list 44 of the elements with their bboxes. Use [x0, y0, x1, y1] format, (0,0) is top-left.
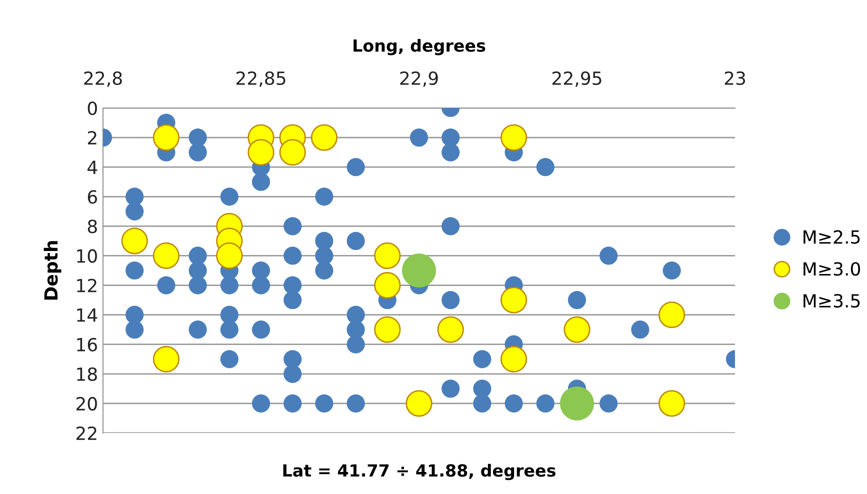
y-tick-label: 4 [88, 160, 98, 174]
point [500, 346, 528, 372]
y-tick-label: 2 [88, 131, 96, 144]
legend-label: M≥3.0 [804, 262, 860, 276]
y-tick-label: 22 [76, 426, 96, 440]
y-tick-label: 20 [76, 396, 97, 411]
point [658, 390, 686, 417]
point [152, 346, 180, 372]
x-tick-label: 22,8 [84, 71, 122, 87]
point [374, 316, 401, 343]
y-tick-label: 10 [77, 249, 97, 263]
legend-label: M≥3.5 [804, 294, 860, 308]
y-tick-label: 18 [77, 367, 97, 382]
x-tick-label: 23 [724, 71, 746, 86]
x-tick-label: 22,9 [400, 71, 438, 87]
point [310, 124, 338, 151]
point [437, 316, 464, 343]
point [564, 316, 590, 343]
y-tick-label: 6 [88, 190, 97, 204]
point [406, 390, 432, 417]
y-tick-label: 16 [77, 338, 97, 352]
text: Lat = 41.77 ÷ 41.88, degrees [283, 464, 556, 480]
point [658, 302, 686, 328]
y-tick-label: 8 [88, 220, 97, 234]
point [374, 272, 401, 299]
y-tick-label: 12 [77, 278, 96, 292]
point [216, 242, 243, 270]
point [500, 124, 528, 151]
point [560, 386, 594, 420]
point [152, 242, 180, 270]
point [152, 124, 180, 151]
point [402, 253, 436, 288]
point [279, 139, 306, 166]
y-tick-label: 0 [88, 101, 97, 116]
y-axis-title: Depth [44, 241, 62, 300]
x-tick-label: 22,85 [236, 71, 286, 87]
point [500, 286, 528, 314]
y-tick-label: 14 [77, 308, 98, 322]
legend-label: M≥2.5 [804, 230, 860, 244]
x-axis-title: Long, degrees [354, 38, 486, 56]
point [121, 228, 148, 254]
point [374, 242, 401, 270]
point [248, 139, 274, 166]
x-tick-label: 22,95 [552, 71, 602, 87]
